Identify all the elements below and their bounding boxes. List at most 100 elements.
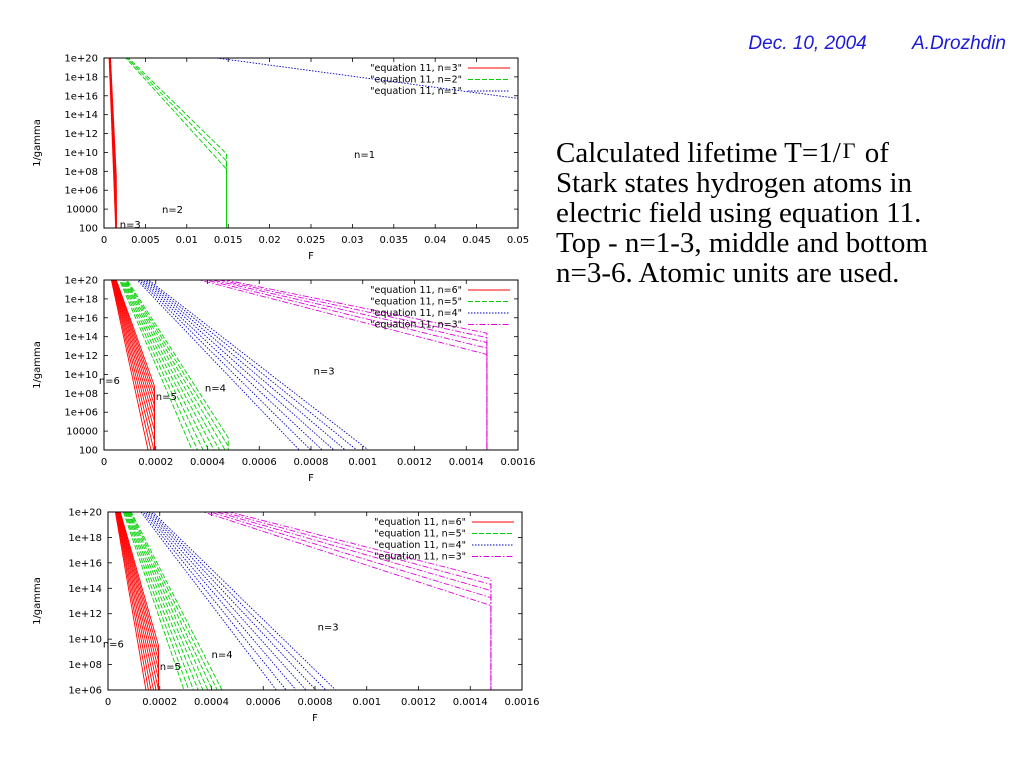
curves-group (110, 280, 488, 450)
y-tick-label: 1e+18 (68, 533, 102, 544)
series-curve-n6 (111, 280, 152, 450)
series-curve-n3 (217, 280, 488, 450)
legend-label: "equation 11, n=6" (374, 517, 466, 528)
x-tick-label: 0.0012 (401, 697, 436, 708)
series-curve-n6 (111, 280, 155, 450)
series-curve-n3 (197, 280, 488, 450)
legend-label: "equation 11, n=5" (374, 529, 466, 540)
y-tick-label: 1e+14 (64, 110, 98, 121)
chart-bottom: 1e+06 1e+08 1e+10 1e+12 1e+14 1e+16 1e+18 1e+20… (32, 508, 540, 725)
caption-line-1-start: Calculated lifetime T=1/ (556, 137, 841, 169)
legend-label: "equation 11, n=2" (370, 75, 462, 86)
legend-label: "equation 11, n=6" (370, 285, 462, 296)
series-curve-n3 (110, 58, 117, 228)
series-curve-n3 (109, 58, 117, 228)
y-tick-label: 1e+20 (68, 508, 102, 519)
series-curve-n2 (127, 58, 227, 228)
series-curve-n5 (126, 512, 204, 690)
series-curve-n6 (115, 512, 152, 690)
x-tick-label: 0.0014 (449, 457, 484, 468)
x-tick-label: 0 (101, 235, 107, 246)
x-tick-label: 0.005 (131, 235, 160, 246)
plot-frame (107, 511, 523, 691)
y-tick-label: 100 (79, 224, 98, 235)
series-curve-n6 (115, 280, 155, 450)
series-curve-n5 (119, 280, 199, 450)
series-curve-n6 (119, 512, 159, 690)
series-curve-n6 (117, 512, 159, 690)
caption-line-1-end: of (857, 137, 889, 169)
caption-line-2: Stark states hydrogen atoms in (556, 167, 913, 199)
curve-annotation: n=4 (212, 650, 233, 661)
y-tick-label: 1e+16 (68, 558, 102, 569)
series-curve-n4 (147, 280, 369, 450)
series-curve-n3 (208, 512, 492, 690)
series-curve-n6 (114, 280, 155, 450)
y-tick-label: 1e+06 (64, 408, 98, 419)
curve-annotation: n=1 (354, 150, 375, 161)
x-tick-label: 0.01 (176, 235, 198, 246)
caption-text: Calculated lifetime T=1/Γ of Stark state… (556, 136, 1016, 288)
x-axis-label: F (308, 473, 314, 484)
y-tick-label: 1e+16 (64, 91, 98, 102)
y-tick-label: 1e+18 (64, 294, 98, 305)
x-tick-label: 0.035 (379, 235, 408, 246)
y-tick-label: 1e+06 (68, 686, 102, 697)
slide-header: Dec. 10, 2004 A.Drozhdin (748, 33, 1006, 55)
legend-label: "equation 11, n=4" (374, 540, 466, 551)
x-tick-label: 0.001 (348, 457, 377, 468)
legend-label: "equation 11, n=3" (370, 63, 462, 74)
series-curve-n5 (122, 512, 185, 690)
series-curve-n6 (115, 512, 149, 690)
series-curve-n6 (110, 280, 149, 450)
series-curve-n3 (204, 280, 488, 450)
series-curve-n3 (109, 58, 117, 228)
legend-label: "equation 11, n=1" (370, 86, 462, 97)
author-label: A.Drozhdin (912, 33, 1006, 54)
x-tick-label: 0.04 (424, 235, 446, 246)
x-tick-label: 0.0008 (298, 697, 333, 708)
legend-label: "equation 11, n=3" (370, 320, 462, 331)
caption-line-1: Calculated lifetime T=1/Γ of (556, 136, 1016, 168)
gamma-symbol: Γ (842, 138, 856, 163)
plot-frame (103, 57, 519, 229)
curve-annotation: n=3 (318, 623, 339, 634)
x-tick-label: 0.0016 (505, 697, 540, 708)
curve-annotation: n=4 (205, 383, 226, 394)
series-curve-n6 (119, 512, 159, 690)
y-tick-label: 1e+20 (64, 54, 98, 65)
series-curve-n3 (210, 280, 488, 450)
y-tick-label: 1e+12 (68, 609, 102, 620)
x-axis-label: F (308, 251, 314, 262)
y-tick-label: 1e+08 (68, 660, 102, 671)
x-tick-label: 0.0008 (294, 457, 329, 468)
curve-annotation: n=6 (103, 639, 124, 650)
series-curve-n4 (140, 512, 277, 690)
curve-annotation: n=5 (156, 392, 177, 403)
y-tick-label: 1e+08 (64, 389, 98, 400)
series-curve-n5 (130, 512, 223, 690)
y-tick-label: 1e+14 (68, 584, 102, 595)
series-curve-n3 (221, 512, 492, 690)
series-curve-n4 (140, 280, 323, 450)
legend-label: "equation 11, n=3" (374, 552, 466, 563)
y-tick-label: 10000 (66, 427, 98, 438)
curves-group (108, 58, 518, 228)
legend-label: "equation 11, n=5" (370, 297, 462, 308)
x-tick-label: 0.0014 (453, 697, 488, 708)
y-tick-label: 1e+14 (64, 332, 98, 343)
series-curve-n5 (128, 512, 213, 690)
curve-annotation: n=2 (162, 205, 183, 216)
curve-annotation: n=3 (314, 366, 335, 377)
series-curve-n5 (129, 512, 218, 690)
y-tick-label: 1e+10 (64, 148, 98, 159)
series-curve-n3 (108, 58, 117, 228)
x-tick-label: 0.001 (352, 697, 381, 708)
series-curve-n6 (112, 280, 155, 450)
y-tick-label: 1e+08 (64, 167, 98, 178)
series-curve-n5 (124, 512, 194, 690)
x-tick-label: 0.03 (341, 235, 363, 246)
x-axis-label: F (312, 713, 318, 724)
series-curve-n2 (126, 58, 227, 228)
series-curve-n5 (121, 280, 210, 450)
